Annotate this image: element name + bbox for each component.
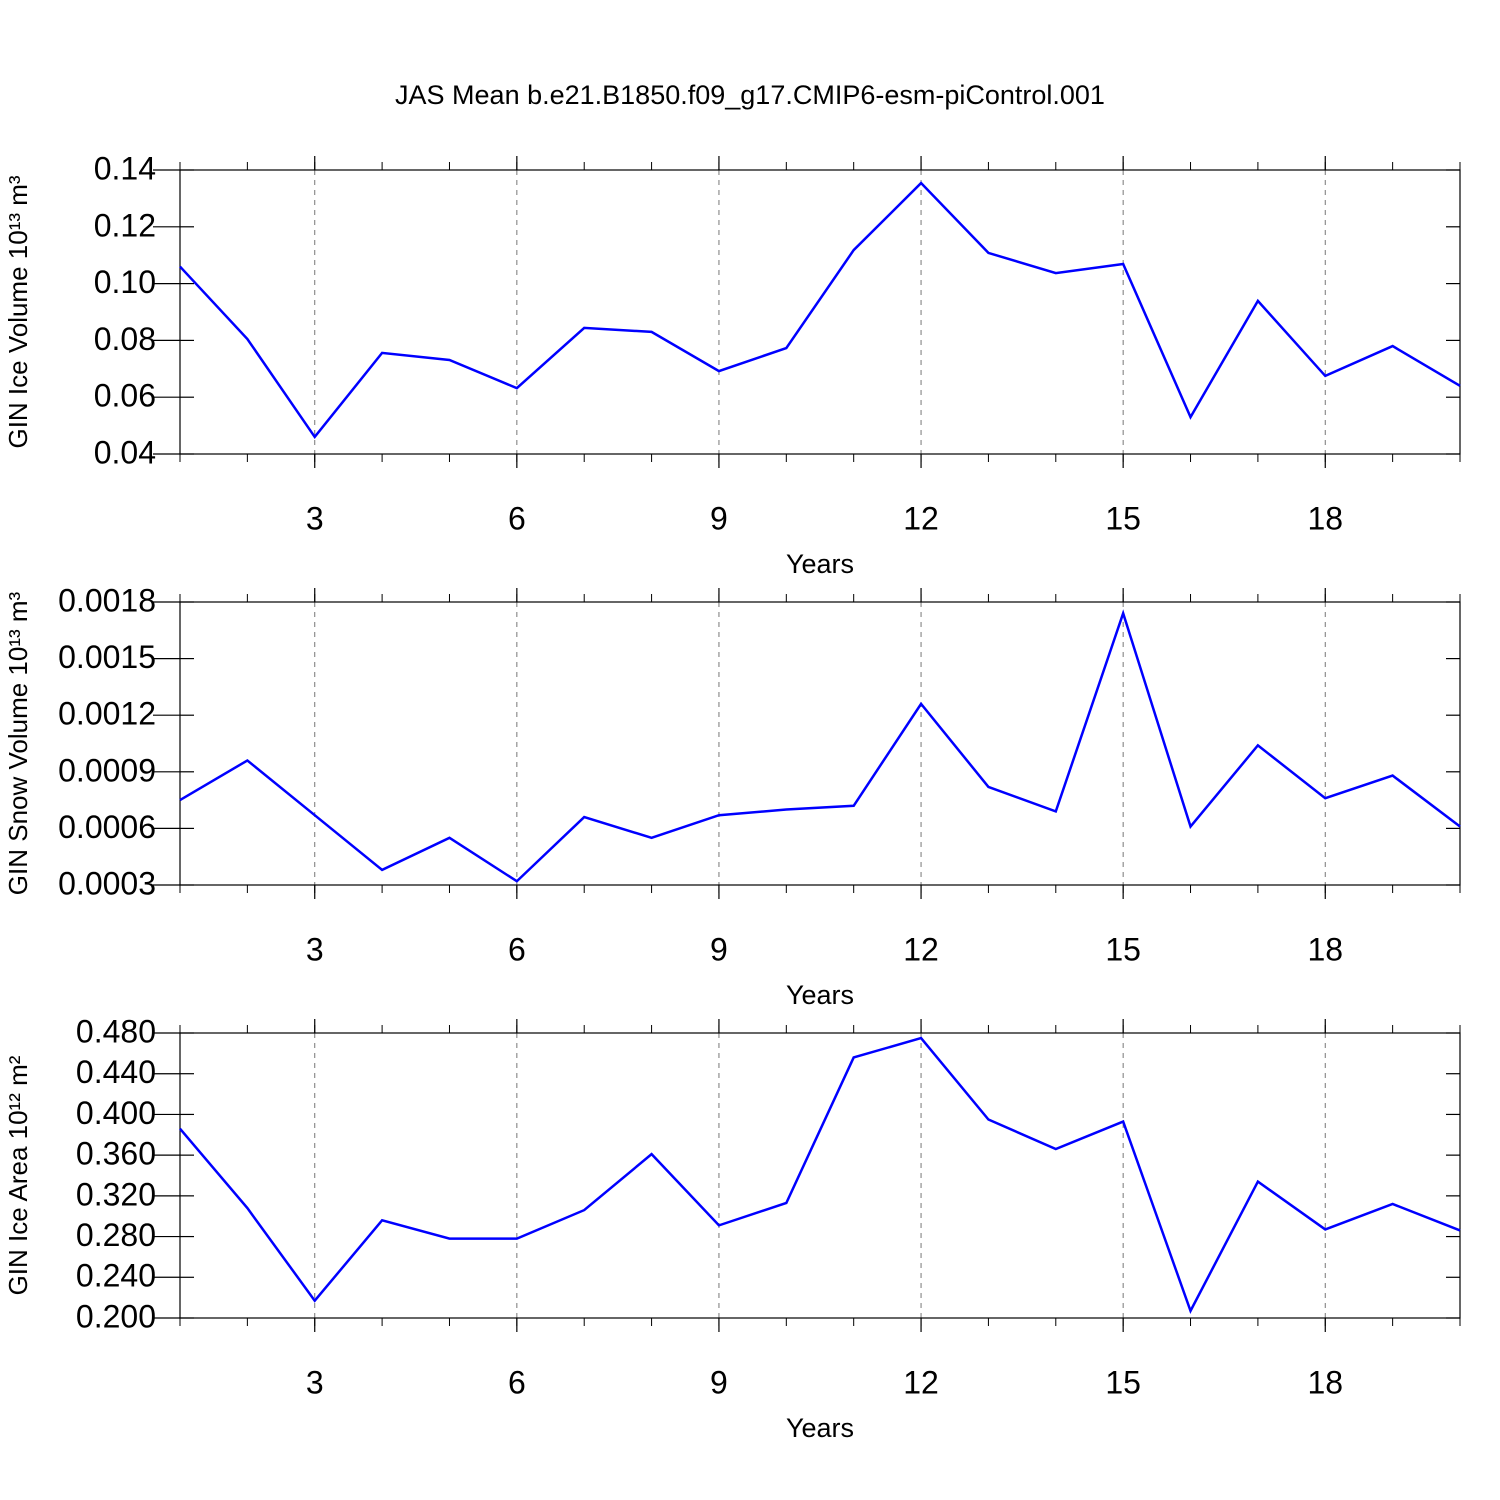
x-tick-label: 15 xyxy=(1105,1364,1141,1400)
y-tick-label: 0.0006 xyxy=(58,809,156,845)
y-tick-label: 0.240 xyxy=(76,1258,156,1294)
y-tick-label: 0.04 xyxy=(94,434,156,470)
y-tick-label: 0.08 xyxy=(94,321,156,357)
y-tick-label: 0.480 xyxy=(76,1013,156,1049)
x-tick-label: 12 xyxy=(903,1364,939,1400)
x-tick-label: 18 xyxy=(1307,500,1343,536)
plot-frame xyxy=(179,169,1461,455)
y-tick-label: 0.0009 xyxy=(58,752,156,788)
y-tick-label: 0.06 xyxy=(94,378,156,414)
y-tick-label: 0.12 xyxy=(94,207,156,243)
y-axis-label: GIN Ice Area 10¹² m² xyxy=(3,1055,33,1295)
y-tick-label: 0.320 xyxy=(76,1176,156,1212)
x-tick-label: 12 xyxy=(903,500,939,536)
plot-frame xyxy=(179,601,1461,886)
data-line xyxy=(179,1036,1461,1315)
x-tick-label: 9 xyxy=(710,1364,728,1400)
x-tick-label: 15 xyxy=(1105,931,1141,967)
y-tick-label: 0.400 xyxy=(76,1095,156,1131)
x-tick-label: 9 xyxy=(710,500,728,536)
x-tick-label: 18 xyxy=(1307,931,1343,967)
y-tick-label: 0.0015 xyxy=(58,639,156,675)
y-axis-label: GIN Snow Volume 10¹³ m³ xyxy=(3,591,33,895)
x-tick-label: 3 xyxy=(306,931,324,967)
y-tick-label: 0.14 xyxy=(94,150,156,186)
x-axis-label: Years xyxy=(786,549,854,579)
y-axis-label: GIN Ice Volume 10¹³ m³ xyxy=(3,175,33,448)
x-tick-label: 12 xyxy=(903,931,939,967)
x-tick-label: 9 xyxy=(710,931,728,967)
x-axis-label: Years xyxy=(786,1413,854,1443)
y-tick-label: 0.0003 xyxy=(58,865,156,901)
data-line xyxy=(179,609,1461,883)
x-tick-label: 3 xyxy=(306,500,324,536)
y-tick-label: 0.0018 xyxy=(58,582,156,618)
data-line xyxy=(179,181,1461,440)
plot-frame xyxy=(179,1032,1461,1319)
x-tick-label: 15 xyxy=(1105,500,1141,536)
y-tick-label: 0.280 xyxy=(76,1217,156,1253)
x-tick-label: 6 xyxy=(508,931,526,967)
x-tick-label: 3 xyxy=(306,1364,324,1400)
y-tick-label: 0.10 xyxy=(94,264,156,300)
y-tick-label: 0.360 xyxy=(76,1136,156,1172)
chart-title: JAS Mean b.e21.B1850.f09_g17.CMIP6-esm-p… xyxy=(395,80,1105,110)
x-axis-label: Years xyxy=(786,980,854,1010)
x-tick-label: 18 xyxy=(1307,1364,1343,1400)
x-tick-label: 6 xyxy=(508,1364,526,1400)
y-tick-label: 0.440 xyxy=(76,1054,156,1090)
x-tick-label: 6 xyxy=(508,500,526,536)
y-tick-label: 0.200 xyxy=(76,1298,156,1334)
y-tick-label: 0.0012 xyxy=(58,696,156,732)
